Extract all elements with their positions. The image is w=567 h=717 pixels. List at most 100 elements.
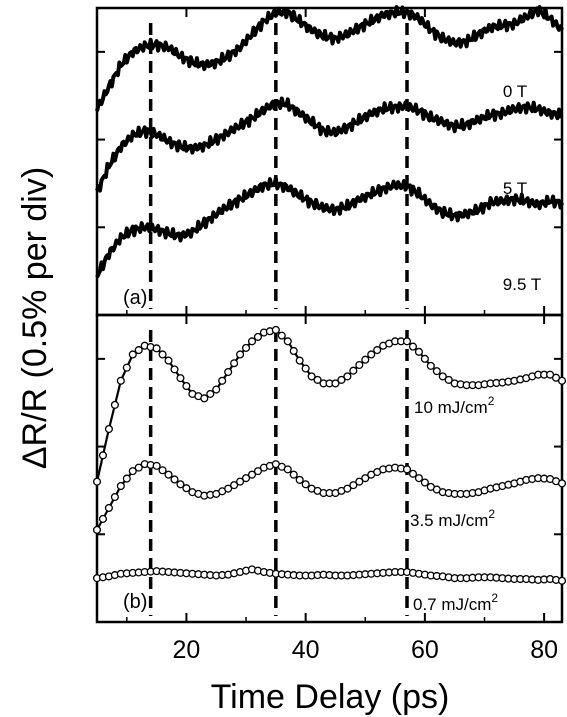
data-point-b-0-12 xyxy=(128,350,137,359)
y-axis-ticks xyxy=(97,50,562,536)
data-point-b-1-156 xyxy=(557,479,567,488)
panel-b-frame xyxy=(95,313,564,624)
annotation-0-7mJ-text: 0.7 mJ/cm xyxy=(413,595,491,614)
data-point-b-0-74 xyxy=(313,375,322,384)
data-point-b-0-46 xyxy=(230,359,239,368)
annotation-10mJ-text: 10 mJ/cm xyxy=(414,398,488,417)
data-point-b-1-52 xyxy=(247,470,257,479)
data-point-b-0-80 xyxy=(331,379,340,388)
data-point-b-0-94 xyxy=(373,346,382,355)
data-point-b-1-26 xyxy=(170,475,179,484)
data-point-b-0-86 xyxy=(349,366,358,375)
series-a-1 xyxy=(95,96,564,193)
data-point-b-1-2 xyxy=(98,514,108,523)
data-point-b-0-2 xyxy=(98,451,108,460)
data-point-b-0-50 xyxy=(241,343,251,352)
annotation-3-5mJ-sup: 2 xyxy=(488,507,495,521)
data-point-b-1-90 xyxy=(361,474,370,483)
data-point-b-0-114 xyxy=(432,367,441,376)
data-point-b-2-156 xyxy=(557,576,567,585)
data-point-b-1-86 xyxy=(349,481,358,490)
data-point-b-0-48 xyxy=(236,350,245,359)
annotation-9-5T: 9.5 T xyxy=(503,275,541,294)
series-line-a-2 xyxy=(95,176,564,279)
data-point-b-1-84 xyxy=(343,484,352,493)
x-tick-label-60: 60 xyxy=(411,636,439,664)
data-point-b-1-8 xyxy=(116,481,125,491)
data-point-b-0-8 xyxy=(116,376,125,385)
annotation-0-7mJ-sup: 2 xyxy=(491,591,498,605)
annotation-3-5mJ-text: 3.5 mJ/cm xyxy=(410,511,488,530)
series-b-2 xyxy=(92,565,567,585)
data-point-b-0-82 xyxy=(337,375,346,384)
annotation-0-7mJ: 0.7 mJ/cm2 xyxy=(413,591,498,614)
data-point-b-1-14 xyxy=(134,463,143,472)
data-point-b-0-30 xyxy=(182,381,191,391)
data-point-b-0-44 xyxy=(224,367,233,377)
data-point-b-0-54 xyxy=(253,332,263,341)
data-point-b-0-112 xyxy=(426,361,435,370)
data-point-b-1-104 xyxy=(402,465,412,474)
panel-a-label: (a) xyxy=(123,287,147,309)
data-point-b-1-108 xyxy=(414,474,423,483)
data-point-b-1-28 xyxy=(176,480,185,489)
data-point-b-1-48 xyxy=(236,477,245,486)
data-point-b-1-54 xyxy=(253,467,263,476)
x-axis-ticks: 20 40 60 80 xyxy=(126,8,558,664)
x-tick-label-20: 20 xyxy=(173,636,201,664)
series-a-2 xyxy=(95,176,564,279)
data-point-b-0-104 xyxy=(402,337,412,346)
data-point-b-1-0 xyxy=(92,525,102,534)
data-point-b-0-36 xyxy=(200,394,209,403)
series-a-0 xyxy=(95,5,564,112)
series-b-0 xyxy=(92,325,567,486)
data-point-b-1-6 xyxy=(110,492,119,502)
x-tick-label-40: 40 xyxy=(292,636,320,664)
data-point-b-0-116 xyxy=(438,372,447,381)
data-point-b-0-72 xyxy=(307,372,316,381)
data-point-b-0-108 xyxy=(414,347,423,356)
data-point-b-1-4 xyxy=(104,503,113,513)
data-point-b-0-52 xyxy=(247,337,257,346)
x-tick-label-80: 80 xyxy=(530,636,558,664)
data-point-b-0-28 xyxy=(176,374,185,383)
data-point-b-1-44 xyxy=(224,484,233,493)
data-point-b-1-70 xyxy=(301,480,310,489)
data-point-b-1-22 xyxy=(158,466,167,475)
series-line-a-1 xyxy=(95,96,564,193)
annotation-5T: 5 T xyxy=(503,179,527,198)
data-point-b-1-50 xyxy=(241,474,251,483)
data-point-b-1-64 xyxy=(283,465,292,474)
data-point-b-0-88 xyxy=(355,360,364,370)
data-point-b-0-106 xyxy=(408,342,418,351)
data-point-b-0-156 xyxy=(557,376,567,385)
data-point-b-0-84 xyxy=(343,372,352,381)
data-point-b-0-92 xyxy=(367,350,376,359)
data-point-b-0-38 xyxy=(206,389,215,398)
annotation-10mJ: 10 mJ/cm2 xyxy=(414,394,495,417)
data-point-b-1-46 xyxy=(230,481,239,490)
data-point-b-0-64 xyxy=(283,337,292,346)
y-axis-title: ΔR/R (0.5% per div) xyxy=(16,167,54,469)
panel-a-frame xyxy=(95,6,564,317)
annotation-3-5mJ: 3.5 mJ/cm2 xyxy=(410,507,495,530)
data-point-b-1-68 xyxy=(295,475,304,484)
data-point-b-0-42 xyxy=(218,376,227,385)
data-point-b-0-10 xyxy=(122,363,131,372)
data-point-b-0-6 xyxy=(110,400,119,409)
series-b-1 xyxy=(92,460,567,534)
annotation-10mJ-sup: 2 xyxy=(488,394,495,408)
data-point-b-1-30 xyxy=(182,484,191,493)
data-point-b-0-68 xyxy=(295,356,304,365)
data-point-b-1-66 xyxy=(289,470,298,479)
data-series xyxy=(92,5,567,585)
data-point-b-0-22 xyxy=(158,350,167,359)
data-point-b-0-40 xyxy=(212,385,221,394)
data-point-b-0-118 xyxy=(444,375,453,384)
data-point-b-0-26 xyxy=(170,365,179,374)
data-point-b-1-110 xyxy=(420,478,429,487)
data-point-b-0-20 xyxy=(152,344,161,353)
data-point-b-0-14 xyxy=(134,346,143,355)
data-point-b-0-110 xyxy=(420,354,429,363)
data-point-b-1-106 xyxy=(408,469,418,478)
